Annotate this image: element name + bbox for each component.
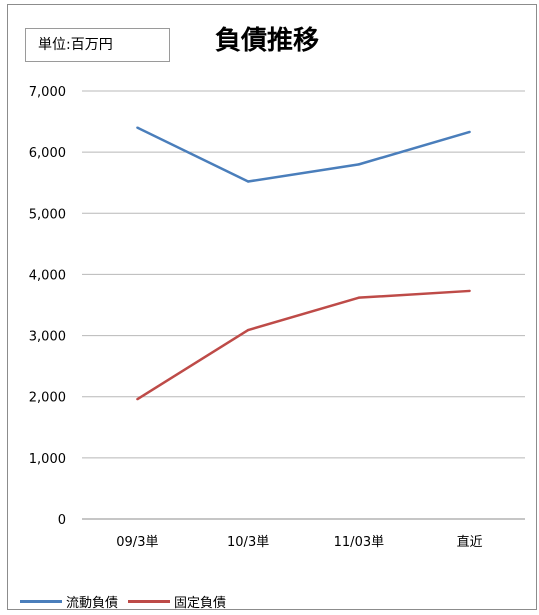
legend-swatch-fixed-liabilities <box>128 599 171 603</box>
x-axis-ticks: 09/3単 10/3単 11/03単 直近 <box>116 534 482 550</box>
data-point <box>357 296 361 299</box>
legend-swatch-current-liabilities <box>20 599 62 603</box>
unit-label: 単位:百万円 <box>25 28 170 62</box>
y-tick-label: 0 <box>58 513 66 528</box>
data-point <box>468 289 471 293</box>
series-line-current-liabilities <box>136 126 470 183</box>
chart-frame <box>7 4 537 610</box>
y-tick-label: 4,000 <box>29 268 66 283</box>
x-tick-label: 11/03単 <box>334 534 384 550</box>
y-tick-label: 2,000 <box>29 391 66 406</box>
x-tick-label: 10/3単 <box>227 534 269 550</box>
series-lines <box>136 126 471 401</box>
legend-label-fixed-liabilities: 固定負債 <box>174 595 227 611</box>
y-tick-label: 3,000 <box>29 330 66 345</box>
legend-item-fixed-liabilities: 固定負債 <box>128 592 226 611</box>
y-tick-label: 1,000 <box>29 452 66 467</box>
y-tick-label: 5,000 <box>29 207 66 222</box>
y-tick-label: 6,000 <box>29 146 66 161</box>
x-tick-label: 09/3単 <box>116 534 158 550</box>
data-point <box>136 126 139 129</box>
y-axis-ticks: 0 1,000 2,000 3,000 4,000 5,000 6,000 7,000 <box>29 85 66 528</box>
data-point <box>246 328 250 332</box>
series-line-fixed-liabilities <box>136 289 470 401</box>
gridlines <box>82 90 525 520</box>
y-tick-label: 7,000 <box>29 85 66 100</box>
legend-label-current-liabilities: 流動負債 <box>66 595 119 611</box>
data-point <box>468 130 471 134</box>
legend: 流動負債 固定負債 <box>20 590 236 612</box>
data-point <box>246 180 250 183</box>
data-point <box>357 163 361 166</box>
chart-title: 負債推移 <box>215 26 320 56</box>
legend-item-current-liabilities: 流動負債 <box>20 592 118 611</box>
x-tick-label: 直近 <box>457 535 483 550</box>
data-point <box>136 397 139 401</box>
